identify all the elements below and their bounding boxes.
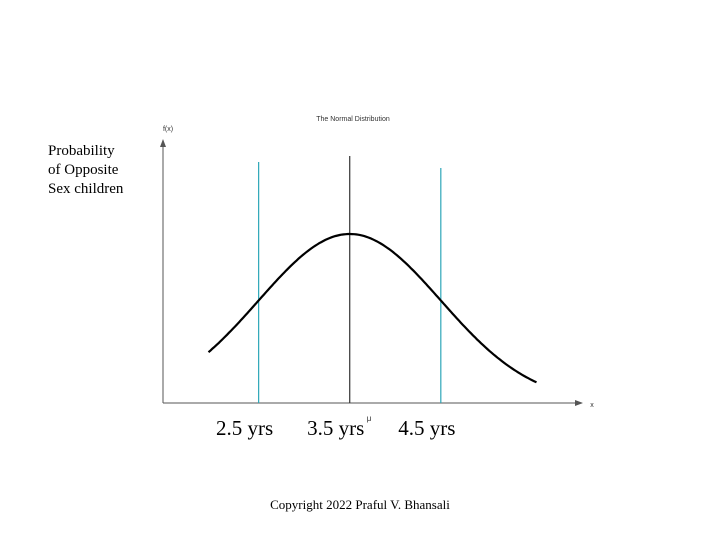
- y-axis-description-line-3: Sex children: [48, 181, 124, 197]
- x-axis-label: x: [590, 402, 594, 409]
- marker-lines: [258, 156, 442, 403]
- y-axis-description-line-2: of Opposite: [48, 162, 119, 178]
- y-axis-description-line-1: Probability: [48, 143, 115, 159]
- marker-label-3: 4.5 yrs: [398, 416, 455, 440]
- chart-title: The Normal Distribution: [316, 116, 390, 123]
- copyright-text: Copyright 2022 Praful V. Bhansali: [270, 497, 450, 512]
- mean-symbol: μ: [367, 414, 372, 423]
- marker-labels: 2.5 yrs 3.5 yrs 4.5 yrs: [216, 416, 455, 440]
- y-axis-label: f(x): [163, 126, 173, 133]
- marker-label-2: 3.5 yrs: [307, 416, 364, 440]
- y-axis-description: Probability of Opposite Sex children: [48, 142, 168, 199]
- normal-curve: [207, 232, 537, 384]
- marker-label-1: 2.5 yrs: [216, 416, 273, 440]
